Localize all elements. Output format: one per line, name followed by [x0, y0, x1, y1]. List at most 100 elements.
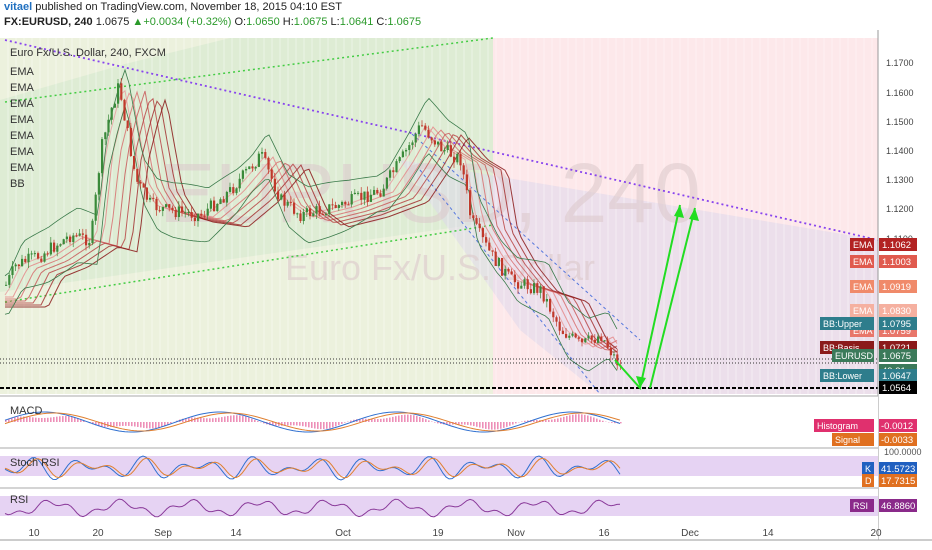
- candle-body: [443, 149, 446, 152]
- channel-shade: [400, 160, 878, 394]
- macd-bar: [437, 422, 439, 424]
- candle-body: [414, 133, 417, 143]
- macd-bar: [569, 415, 571, 422]
- trend-line-upper[interactable]: [4, 39, 879, 241]
- pane-tag-name: D: [865, 476, 872, 486]
- candle-body: [85, 234, 88, 246]
- candle-body: [299, 213, 302, 222]
- arrow-path-2: [649, 207, 696, 389]
- macd-bar: [128, 422, 130, 426]
- candle-body: [520, 285, 523, 289]
- candle-body: [360, 192, 363, 200]
- macd-bar: [206, 418, 208, 422]
- pane-tag-value: 46.8860: [881, 501, 915, 512]
- candle-body: [46, 253, 49, 255]
- arrow-head-down-icon: [636, 376, 646, 388]
- candle-body: [433, 140, 436, 145]
- price-tag-value: 1.0564: [882, 383, 911, 394]
- macd-bar: [245, 416, 247, 422]
- legend-title: Euro Fx/U.S. Dollar, 240, FXCM: [10, 47, 166, 59]
- arrow-head-2-icon: [689, 208, 699, 221]
- macd-bar: [566, 416, 568, 422]
- macd-bar: [269, 422, 271, 426]
- support-line-bottom[interactable]: [4, 224, 494, 303]
- macd-bar: [563, 416, 565, 422]
- candle-body: [161, 206, 164, 211]
- candle-body: [315, 206, 318, 214]
- open-label: O:: [234, 16, 247, 28]
- macd-bar: [281, 422, 283, 426]
- symbol-name[interactable]: FX:EURUSD, 240: [4, 16, 93, 28]
- candle-body: [552, 311, 555, 318]
- macd-bar: [482, 422, 484, 429]
- candle-body: [277, 191, 280, 200]
- candle-body: [136, 168, 139, 182]
- time-tick: Dec: [681, 528, 699, 539]
- macd-bar: [167, 422, 169, 425]
- candle-body: [389, 170, 392, 178]
- price-tag-name: EMA: [853, 326, 873, 336]
- time-tick: 20: [870, 528, 882, 539]
- candle-body: [478, 223, 481, 229]
- main-pane[interactable]: EURUSD, 240 Euro Fx/U.S. Dollar Eu: [0, 37, 879, 395]
- author-name[interactable]: vitael: [4, 1, 33, 13]
- macd-bar: [317, 422, 319, 429]
- candle-body: [72, 235, 75, 243]
- macd-bar: [239, 415, 241, 422]
- candle-body: [312, 213, 315, 217]
- candle-body: [56, 245, 59, 252]
- candle-body: [501, 258, 504, 276]
- macd-bar: [152, 422, 154, 429]
- macd-bar: [50, 417, 52, 422]
- candle-body: [251, 166, 254, 169]
- macd-bar: [362, 418, 364, 422]
- macd-bar: [389, 417, 391, 422]
- candle-body: [216, 203, 219, 212]
- candle-body: [465, 174, 468, 191]
- candle-body: [267, 157, 270, 170]
- candle-body: [27, 253, 30, 263]
- candle-body: [309, 208, 312, 217]
- candle-body: [408, 145, 411, 151]
- macd-bar: [611, 422, 613, 423]
- time-axis[interactable]: 10 20 Sep 14 Oct 19 Nov 16 Dec 14 20: [0, 528, 932, 541]
- candle-body: [376, 189, 379, 194]
- price-tag-name: EMA: [853, 282, 873, 292]
- price-tag-name: EMA: [853, 257, 873, 267]
- macd-bar: [446, 422, 448, 425]
- price-tag-value-bg: [879, 369, 917, 382]
- macd-bar: [38, 417, 40, 422]
- macd-bar: [500, 422, 502, 429]
- candle-body: [222, 199, 225, 203]
- macd-bar: [473, 422, 475, 427]
- candle-body: [600, 336, 603, 342]
- macd-bar: [332, 422, 334, 428]
- price-tag-name: BB:Basis: [823, 343, 860, 353]
- macd-bar: [338, 422, 340, 426]
- macd-bar: [587, 415, 589, 422]
- chart-svg[interactable]: EURUSD, 240 Euro Fx/U.S. Dollar Eu: [0, 30, 932, 550]
- macd-bar: [620, 422, 622, 424]
- macd-bar: [350, 420, 352, 422]
- price-tag-name-bg: [820, 369, 874, 382]
- macd-pane[interactable]: MACD Histogram -0.0012 Signal -0.0033: [0, 395, 917, 448]
- macd-bar: [56, 416, 58, 422]
- support-line-top[interactable]: [4, 37, 494, 103]
- macd-bar: [428, 420, 430, 422]
- stoch-label: Stoch RSI: [10, 457, 60, 469]
- candle-body: [491, 250, 494, 252]
- macd-bar: [392, 416, 394, 422]
- macd-bar: [77, 418, 79, 422]
- macd-bar: [521, 421, 523, 422]
- pane-tag-value-bg: [879, 499, 917, 512]
- macd-bar: [257, 421, 259, 422]
- candles: [5, 78, 622, 370]
- stoch-pane[interactable]: Stoch RSI 100.0000 K 41.5723 D 17.7315: [0, 447, 922, 488]
- projection-arrows[interactable]: [614, 204, 699, 391]
- candle-body: [5, 284, 8, 286]
- rsi-pane[interactable]: RSI RSI 46.8860: [0, 487, 917, 540]
- candle-body: [613, 354, 616, 356]
- pane-tag-name-bg: [814, 419, 874, 432]
- price-tag-value-bg: [879, 280, 917, 293]
- candle-body: [440, 141, 443, 152]
